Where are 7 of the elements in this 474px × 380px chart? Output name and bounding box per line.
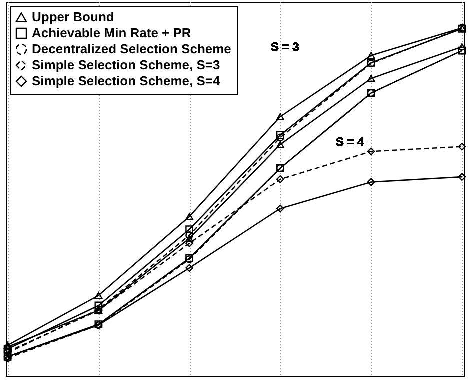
annotation: S = 4 (336, 135, 365, 149)
legend-label: Achievable Min Rate + PR (32, 26, 192, 40)
legend-label: Upper Bound (32, 10, 114, 24)
legend-label: Simple Selection Scheme, S=4 (32, 74, 221, 88)
legend-label: Simple Selection Scheme, S=3 (32, 58, 220, 72)
annotation: S = 3 (271, 40, 300, 54)
legend-label: Decentralized Selection Scheme (32, 42, 232, 56)
